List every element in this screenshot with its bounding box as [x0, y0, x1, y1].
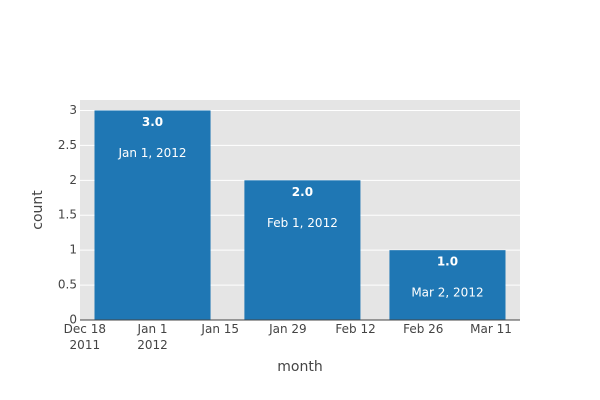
y-tick-label: 0: [69, 313, 77, 327]
x-axis-title: month: [277, 359, 322, 375]
bar: [94, 110, 211, 320]
bar: [389, 250, 506, 320]
bar: [244, 180, 361, 320]
x-tick-label: Feb 26: [403, 322, 443, 336]
x-tick-label: Mar 11: [470, 322, 512, 336]
x-tick-label: Jan 1 2012: [137, 322, 168, 352]
value-label: 2.0: [292, 185, 313, 199]
x-tick-label: Dec 18 2011: [64, 322, 106, 352]
x-tick-label-line: 2011: [70, 338, 101, 352]
x-tick-label-line: Jan 15: [200, 322, 239, 336]
x-tick-label-line: 2012: [137, 338, 168, 352]
x-tick-label-line: Feb 12: [335, 322, 375, 336]
y-tick-label: 3: [69, 103, 77, 117]
bar-text: Jan 1, 2012: [117, 146, 186, 160]
x-tick-label: Feb 12: [335, 322, 375, 336]
value-label: 3.0: [142, 115, 163, 129]
y-axis-title: count: [30, 190, 46, 230]
y-tick-label: 1.5: [58, 208, 77, 222]
y-tick-label: 1: [69, 243, 77, 257]
x-tick-label-line: Jan 29: [268, 322, 307, 336]
x-tick-label-line: Mar 11: [470, 322, 512, 336]
bar-text: Mar 2, 2012: [411, 286, 483, 300]
x-tick-label-line: Jan 1: [137, 322, 168, 336]
x-tick-label-line: Dec 18: [64, 322, 106, 336]
y-tick-label: 0.5: [58, 278, 77, 292]
y-tick-label: 2.5: [58, 138, 77, 152]
bar-text: Feb 1, 2012: [267, 216, 338, 230]
x-tick-label: Jan 15: [200, 322, 239, 336]
y-tick-label: 2: [69, 173, 77, 187]
x-tick-label: Jan 29: [268, 322, 307, 336]
x-tick-label-line: Feb 26: [403, 322, 443, 336]
value-label: 1.0: [437, 255, 458, 269]
